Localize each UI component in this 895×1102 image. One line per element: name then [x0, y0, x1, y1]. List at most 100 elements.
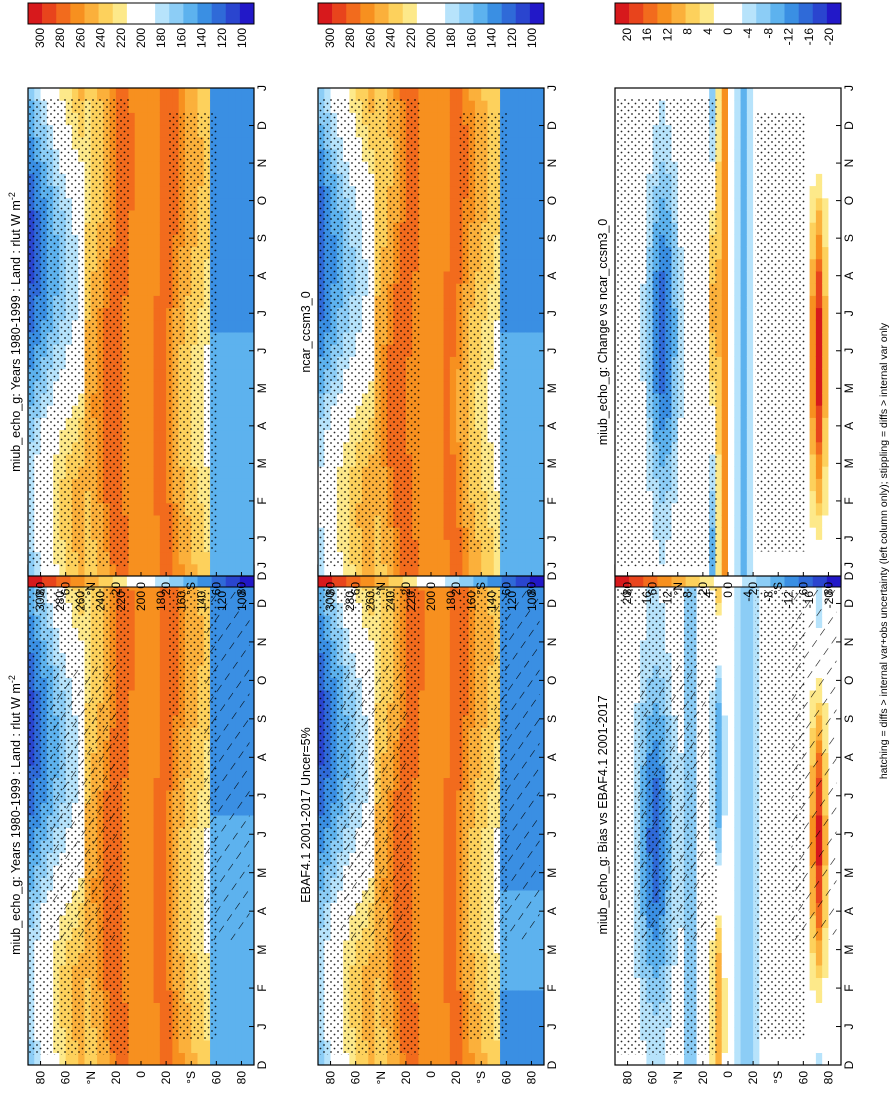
heat-cell	[222, 490, 230, 504]
heat-cell	[228, 112, 236, 126]
heat-cell	[128, 902, 136, 916]
heat-cell	[424, 902, 432, 916]
heat-cell	[431, 627, 438, 641]
heat-cell	[437, 640, 445, 653]
heat-cell	[134, 977, 142, 991]
colorbar-label: 220	[404, 591, 418, 611]
x-tick-label: S	[545, 715, 559, 723]
heat-cell	[134, 815, 142, 828]
heat-cell	[128, 727, 136, 741]
heat-cell	[147, 356, 155, 370]
heat-cell	[134, 702, 142, 716]
heat-cell	[424, 927, 432, 941]
heat-cell	[241, 234, 249, 248]
heat-cell	[128, 551, 136, 565]
x-tick-label: D	[255, 599, 269, 608]
heat-cell	[159, 852, 167, 866]
heat-cell	[128, 1015, 136, 1028]
heat-cell	[512, 1015, 520, 1028]
heat-cell	[355, 88, 363, 101]
heat-cell	[147, 852, 155, 866]
heat-cell	[431, 752, 438, 766]
heat-cell	[153, 640, 161, 653]
colorbar-label: 180	[444, 591, 458, 611]
heat-cell	[153, 380, 161, 394]
heat-cell	[424, 702, 432, 716]
heat-cell	[443, 852, 451, 866]
heat-cell	[159, 1027, 167, 1041]
heat-cell	[235, 124, 242, 138]
heat-cell	[424, 590, 432, 603]
heat-cell	[134, 502, 142, 516]
heat-cell	[147, 161, 155, 174]
heat-cell	[247, 319, 255, 333]
heat-cell	[153, 185, 161, 199]
heat-cell	[235, 1002, 242, 1016]
heat-cell	[134, 271, 142, 284]
heat-cell	[241, 539, 249, 553]
heat-cell	[128, 405, 136, 418]
heat-cell	[216, 210, 224, 223]
heat-cell	[141, 727, 148, 741]
heat-cell	[449, 952, 457, 966]
heat-cell	[424, 915, 432, 928]
heat-cell	[437, 965, 445, 978]
heat-cell	[443, 615, 451, 628]
heat-cell	[141, 640, 148, 653]
heat-cell	[216, 515, 224, 528]
heat-cell	[147, 246, 155, 260]
x-tick-label: J	[255, 793, 269, 799]
heat-cell	[228, 258, 236, 272]
heat-cell	[147, 990, 155, 1003]
heat-cell	[418, 927, 426, 941]
heat-cell	[134, 417, 142, 431]
heat-cell	[216, 185, 224, 199]
heat-cell	[128, 368, 136, 382]
heat-cell	[159, 368, 167, 382]
heat-cell	[431, 665, 438, 678]
heat-cell	[431, 877, 438, 891]
heat-cell	[228, 380, 236, 394]
heat-cell	[222, 990, 230, 1003]
x-tick-label: O	[255, 196, 269, 205]
heat-cell	[147, 307, 155, 321]
heat-cell	[418, 802, 426, 816]
heat-cell	[443, 940, 451, 953]
heat-cell	[172, 100, 180, 113]
heat-cell	[178, 88, 186, 101]
heat-cell	[228, 356, 236, 370]
heat-cell	[203, 563, 211, 577]
heat-cell	[109, 88, 117, 101]
heat-cell	[241, 466, 249, 479]
heat-cell	[147, 765, 155, 778]
colorbar-swatch	[197, 3, 212, 24]
x-tick-label: D	[255, 571, 269, 580]
heat-cell	[147, 441, 155, 455]
heat-cell	[141, 490, 148, 504]
heat-cell	[431, 952, 438, 966]
colorbar-label: 300	[33, 28, 47, 48]
heat-cell	[418, 727, 426, 741]
heat-cell	[153, 466, 161, 479]
heat-cell	[437, 777, 445, 791]
heat-cell	[235, 88, 242, 101]
heat-cell	[147, 977, 155, 991]
heat-cell	[153, 173, 161, 187]
heat-cell	[247, 563, 255, 577]
colorbar-label: 220	[114, 591, 128, 611]
heat-cell	[247, 1040, 255, 1053]
heat-cell	[153, 840, 161, 853]
heat-cell	[153, 690, 161, 703]
heat-cell	[166, 551, 173, 565]
heat-cell	[147, 865, 155, 878]
heat-cell	[443, 727, 451, 741]
heat-cell	[210, 88, 217, 101]
heat-cell	[241, 124, 249, 138]
heat-cell	[525, 977, 532, 991]
heat-cell	[216, 417, 224, 431]
heat-cell	[128, 234, 136, 248]
heat-cell	[468, 1052, 476, 1066]
heat-cell	[418, 940, 426, 953]
heat-cell	[228, 1027, 236, 1041]
colorbar-swatch	[56, 3, 71, 24]
